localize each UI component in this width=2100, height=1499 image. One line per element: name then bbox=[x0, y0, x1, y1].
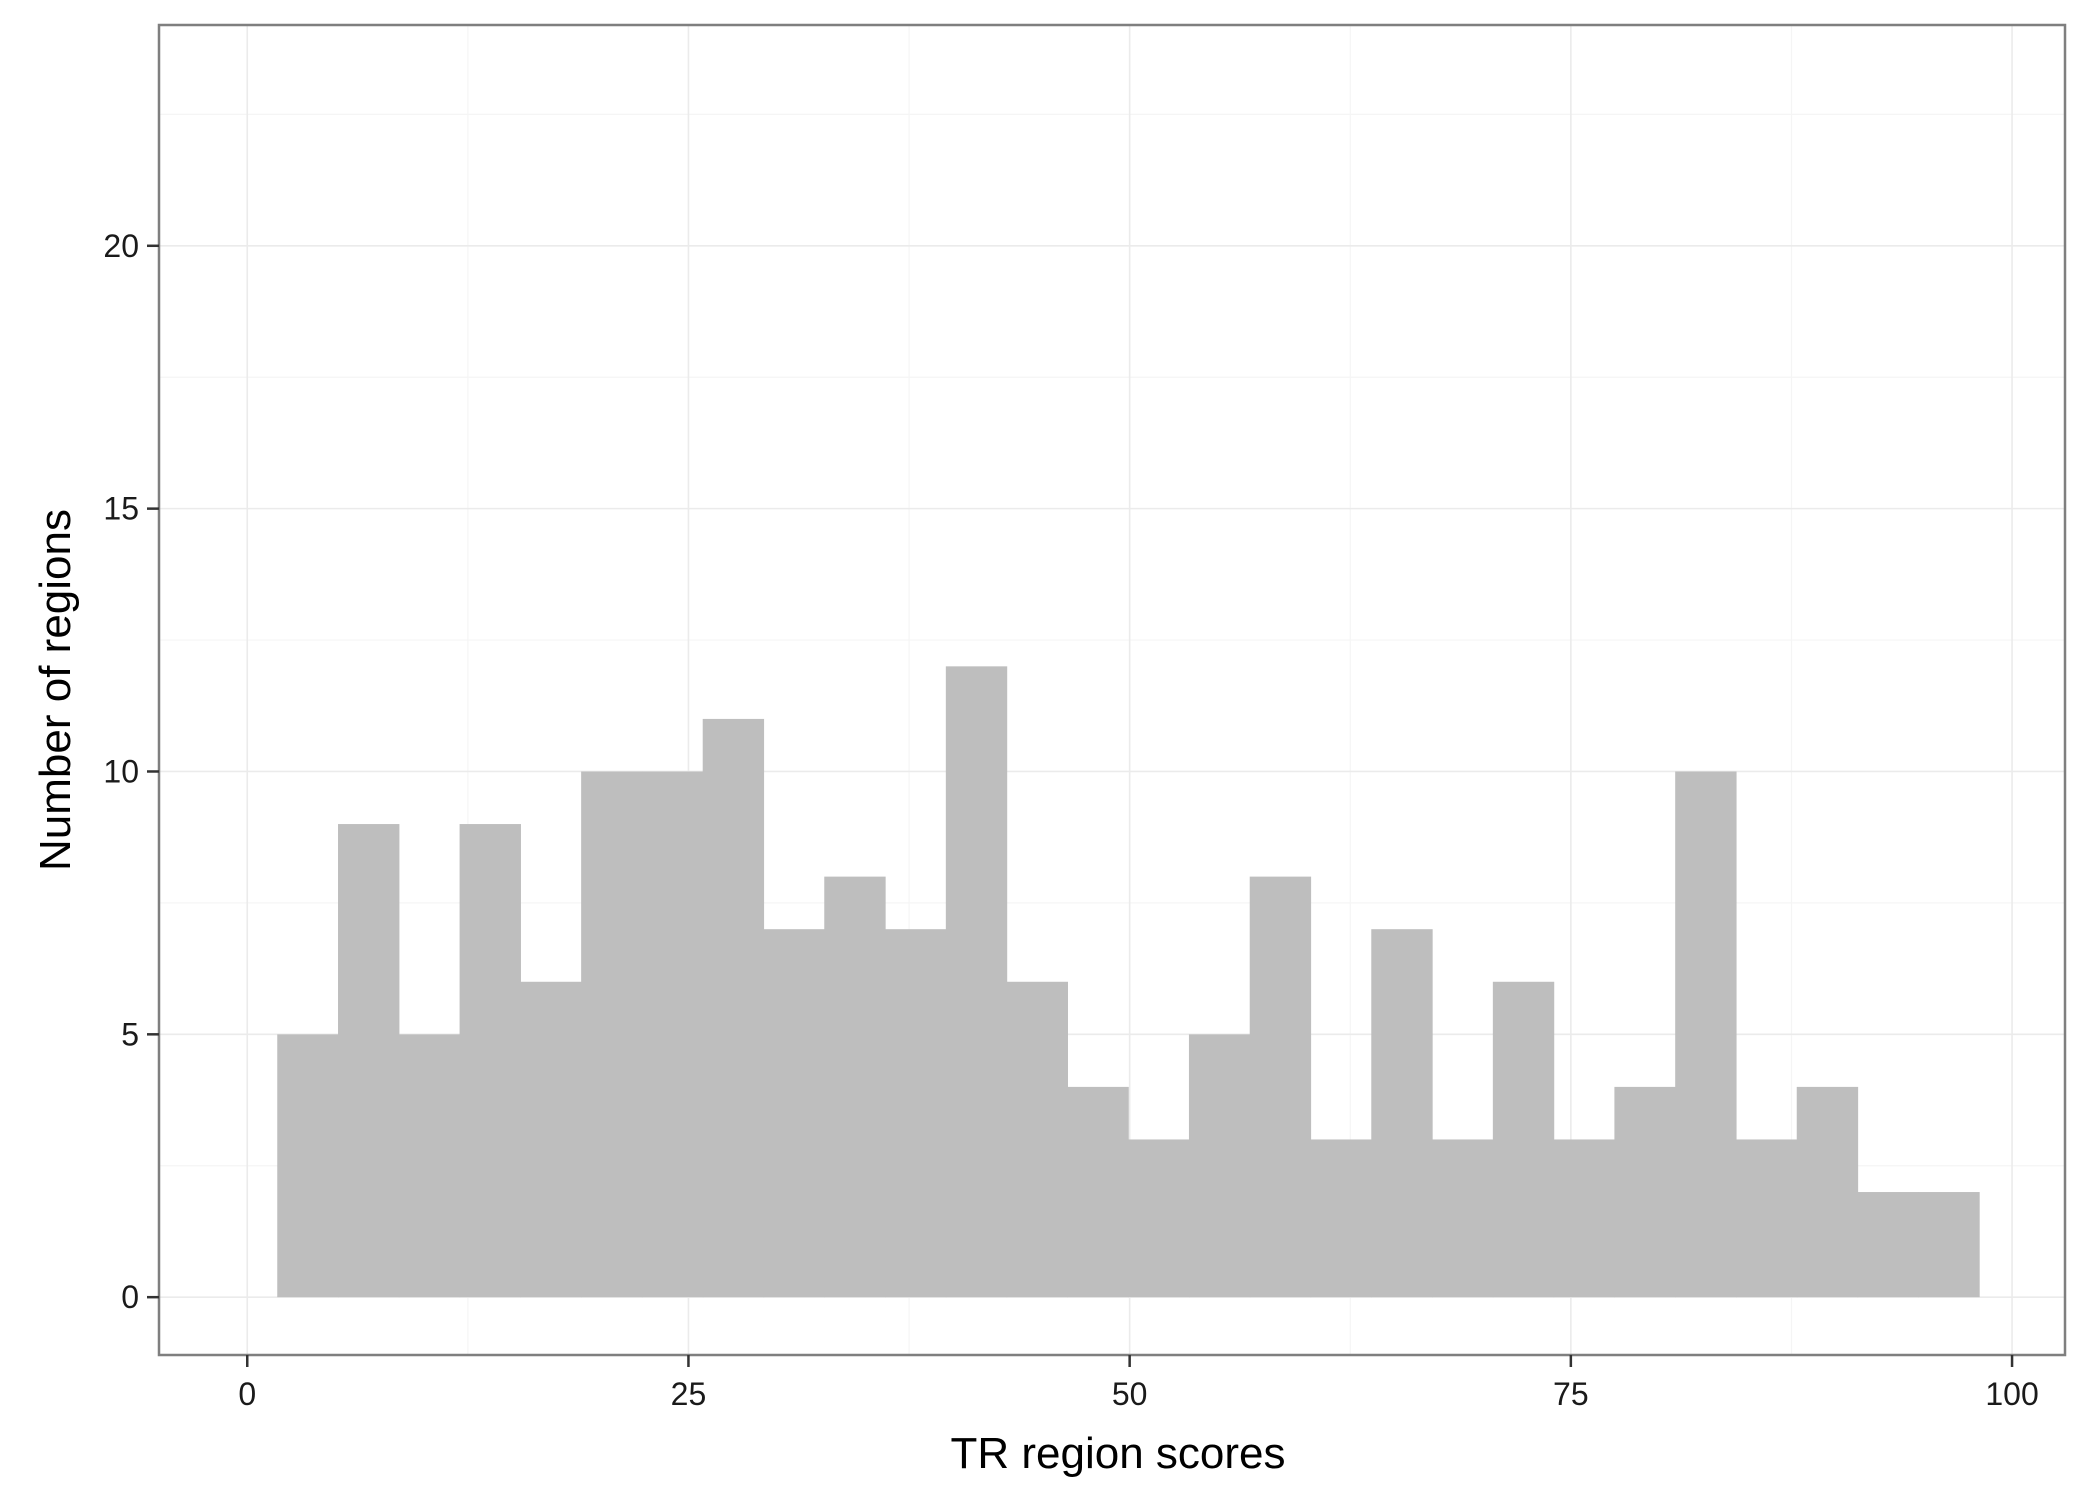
histogram-bar bbox=[1675, 771, 1737, 1298]
histogram-bar bbox=[1796, 1086, 1859, 1298]
x-tick-label: 50 bbox=[1112, 1376, 1148, 1412]
histogram-bar bbox=[824, 876, 886, 1298]
histogram-bar bbox=[1006, 981, 1068, 1298]
minor-gridlines bbox=[159, 25, 2065, 1355]
x-axis-label: TR region scores bbox=[950, 1429, 1285, 1478]
y-tick-label: 20 bbox=[103, 228, 139, 264]
histogram-bar bbox=[1918, 1192, 1980, 1298]
histogram-bar bbox=[1553, 1139, 1616, 1298]
x-tick-label: 0 bbox=[238, 1376, 256, 1412]
histogram-bars bbox=[277, 666, 1980, 1298]
histogram-bar bbox=[1432, 1139, 1494, 1298]
histogram-bar bbox=[459, 824, 521, 1298]
histogram-bar bbox=[338, 824, 400, 1298]
histogram-bar bbox=[763, 929, 825, 1298]
histogram-bar bbox=[398, 1034, 461, 1298]
histogram-bar bbox=[885, 929, 947, 1298]
y-tick-label: 0 bbox=[121, 1279, 139, 1315]
histogram-bar bbox=[1249, 876, 1312, 1298]
x-tick-label: 75 bbox=[1553, 1376, 1589, 1412]
histogram-bar bbox=[945, 666, 1008, 1298]
y-tick-label: 5 bbox=[121, 1016, 139, 1052]
histogram-bar bbox=[1735, 1139, 1798, 1298]
x-tick-label: 25 bbox=[671, 1376, 707, 1412]
histogram-bar bbox=[1188, 1034, 1251, 1298]
y-axis-label: Number of regions bbox=[31, 509, 80, 871]
histogram-bar bbox=[1310, 1139, 1372, 1298]
panel-border bbox=[157, 23, 2067, 1357]
histogram-bar bbox=[702, 718, 765, 1298]
y-axis-ticks: 0 5 10 15 20 bbox=[103, 228, 159, 1315]
histogram-bar bbox=[1857, 1192, 1919, 1298]
histogram-bar bbox=[641, 771, 704, 1298]
histogram-bar bbox=[1067, 1086, 1129, 1298]
histogram-bar bbox=[581, 771, 643, 1298]
y-tick-label: 10 bbox=[103, 753, 139, 789]
y-tick-label: 15 bbox=[103, 491, 139, 527]
histogram-bar bbox=[1371, 929, 1433, 1298]
histogram-bar bbox=[1128, 1139, 1190, 1298]
x-axis-ticks: 0 25 50 75 100 bbox=[238, 1355, 2039, 1412]
x-tick-label: 100 bbox=[1985, 1376, 2038, 1412]
histogram-bar bbox=[277, 1034, 339, 1298]
histogram-bar bbox=[1492, 981, 1555, 1298]
histogram-bar bbox=[520, 981, 582, 1298]
histogram-bar bbox=[1614, 1086, 1676, 1298]
